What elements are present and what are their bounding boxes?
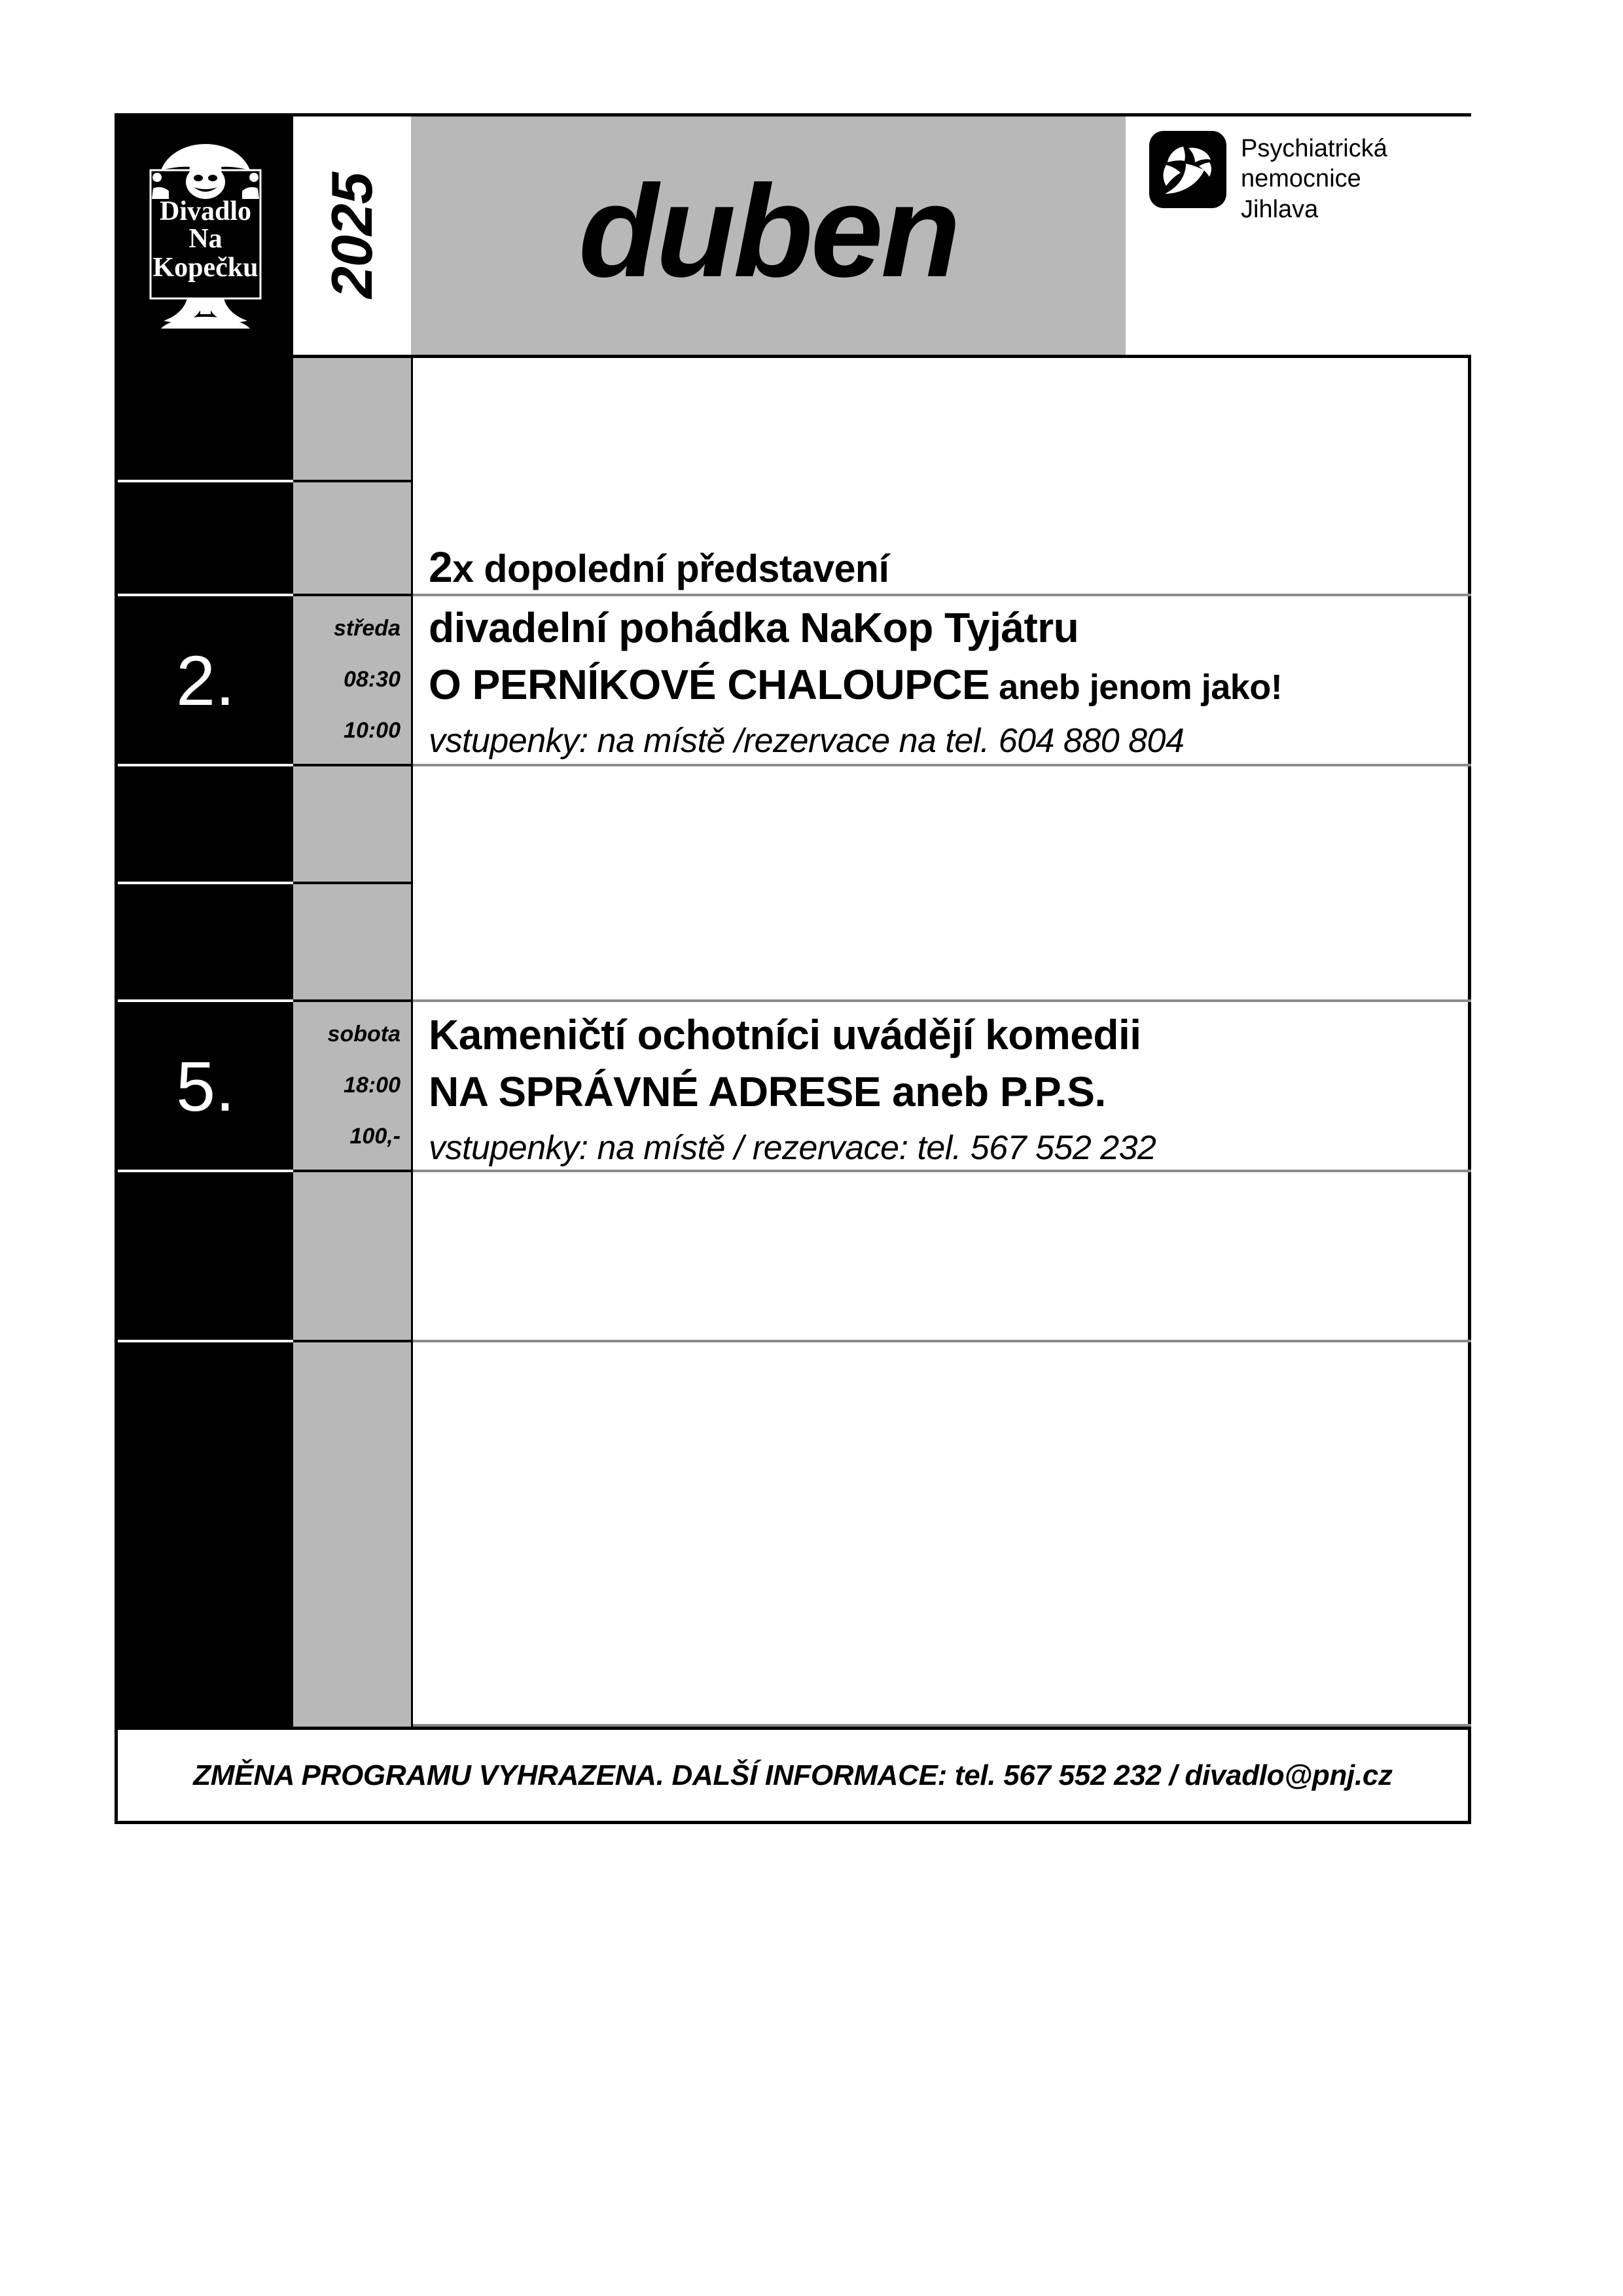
ginkgo-leaf-logo-icon: [1149, 131, 1226, 208]
year-label: 2025: [319, 173, 384, 298]
meta-cell-event: sobota 18:00 100,-: [293, 999, 411, 1172]
hospital-name-label: Psychiatrická nemocnice Jihlava: [1241, 135, 1387, 223]
programme-cell-empty: [413, 1342, 1471, 1724]
month-cell: duben: [411, 117, 1126, 355]
month-label: duben: [579, 158, 961, 304]
row-separator: [413, 594, 1471, 596]
theatre-logo-cell: Divadlo Na Kopečku: [118, 117, 293, 355]
programme-body-column: 2x dopolední představení divadelní pohád…: [411, 358, 1471, 1727]
time-label: 18:00: [344, 1073, 401, 1098]
hospital-cell: Psychiatrická nemocnice Jihlava: [1126, 117, 1471, 355]
year-cell: 2025: [293, 117, 411, 355]
meta-column: středa 08:30 10:00 sobota 18:00 100,-: [293, 358, 411, 1727]
event-title-main: O PERNÍKOVÉ CHALOUPCE: [429, 661, 990, 709]
programme-cell-empty: [413, 766, 1471, 999]
time-label: 10:00: [344, 718, 401, 743]
event-ensemble: divadelní pohádka NaKop Tyjátru: [429, 604, 1079, 651]
event-title-sub: aneb jenom jako!: [999, 668, 1283, 708]
row-separator: [413, 1170, 1471, 1172]
event-title: O PERNÍKOVÉ CHALOUPCE aneb jenom jako!: [429, 664, 1458, 706]
day-cell-empty: [118, 764, 293, 884]
event-note-lead: 2: [429, 543, 453, 591]
meta-cell-empty: [293, 1170, 411, 1342]
meta-cell-empty: [293, 480, 411, 596]
meta-cell-empty: [293, 764, 411, 884]
day-number: 5.: [175, 1047, 236, 1126]
row-separator: [413, 764, 1471, 766]
weekday-label: sobota: [327, 1022, 401, 1047]
day-cell-empty: [118, 358, 293, 480]
meta-cell-empty: [293, 882, 411, 1002]
footer-note: ZMĚNA PROGRAMU VYHRAZENA. DALŠÍ INFORMAC…: [193, 1759, 1393, 1791]
day-cell-empty: [118, 480, 293, 596]
event-note: 2x dopolední představení: [429, 545, 1458, 589]
svg-text:Na: Na: [188, 224, 222, 254]
event-title: NA SPRÁVNÉ ADRESE aneb P.P.S.: [429, 1068, 1106, 1116]
price-label: 100,-: [349, 1124, 401, 1149]
event-tickets: vstupenky: na místě / rezervace: tel. 56…: [429, 1128, 1156, 1167]
meta-cell-empty: [293, 358, 411, 480]
programme-cell-empty: [413, 358, 1471, 550]
event-ensemble: Kameničtí ochotníci uvádějí komedii: [429, 1011, 1141, 1058]
day-cell-event: 5.: [118, 999, 293, 1172]
row-separator: [413, 1340, 1471, 1342]
weekday-label: středa: [333, 616, 401, 641]
event-note-rest: x dopolední představení: [452, 547, 889, 590]
svg-text:Kopečku: Kopečku: [152, 253, 258, 283]
day-cell-empty: [118, 1170, 293, 1342]
meta-cell-empty: [293, 1340, 411, 1727]
meta-cell-event: středa 08:30 10:00: [293, 594, 411, 766]
day-cell-empty: [118, 882, 293, 1002]
day-column: 2. 5.: [118, 358, 293, 1727]
row-separator: [413, 999, 1471, 1002]
row-separator: [413, 1724, 1471, 1727]
day-cell-event: 2.: [118, 594, 293, 766]
poster-footer: ZMĚNA PROGRAMU VYHRAZENA. DALŠÍ INFORMAC…: [118, 1727, 1468, 1821]
programme-cell-empty: [413, 1172, 1471, 1340]
programme-cell-event: divadelní pohádka NaKop Tyjátru O PERNÍK…: [413, 596, 1471, 764]
monthly-programme-poster: Divadlo Na Kopečku 2025 duben: [115, 113, 1471, 1824]
day-number: 2.: [175, 641, 236, 720]
time-label: 08:30: [344, 667, 401, 692]
svg-text:Divadlo: Divadlo: [160, 196, 251, 226]
divadlo-na-kopecku-logo-icon: Divadlo Na Kopečku: [149, 144, 262, 329]
programme-cell-event: Kameničtí ochotníci uvádějí komedii NA S…: [413, 1002, 1471, 1170]
event-tickets: vstupenky: na místě /rezervace na tel. 6…: [429, 721, 1185, 760]
programme-cell-note: 2x dopolední představení: [413, 545, 1471, 594]
day-cell-empty: [118, 1340, 293, 1727]
poster-header: Divadlo Na Kopečku 2025 duben: [118, 117, 1471, 358]
